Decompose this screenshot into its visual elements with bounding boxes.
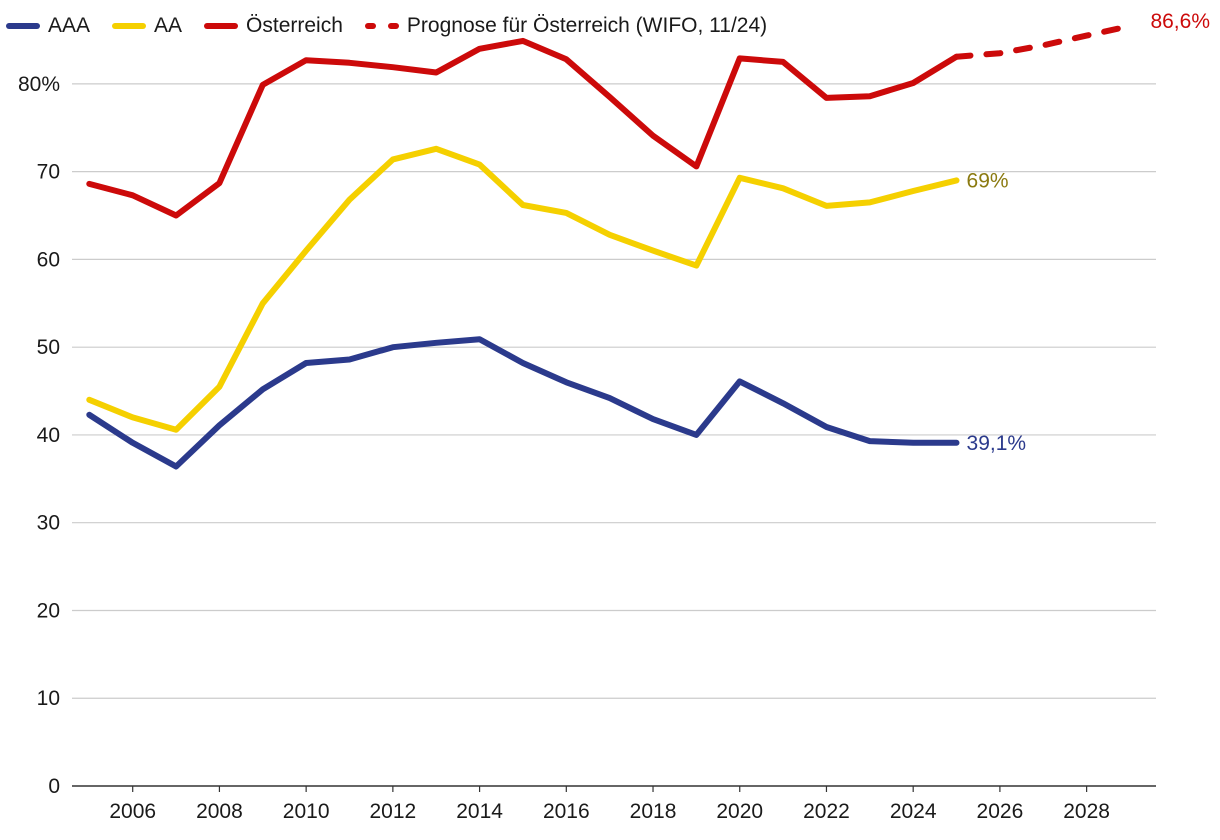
legend: AAA AA Österreich Prognose für Österreic… [6,14,789,38]
x-tick-label-2014: 2014 [456,800,503,823]
series-line-aa [86,145,960,433]
x-tick-label-2010: 2010 [283,800,330,823]
x-tick-label-2028: 2028 [1063,800,1110,823]
series-line-at [86,37,960,219]
x-tick-label-2016: 2016 [543,800,590,823]
x-tick-label-2024: 2024 [890,800,937,823]
y-tick-label-30: 30 [37,512,60,535]
axes: 0 10 20 30 40 50 60 70 80% 2006 2008 2010 2012 2014 20… [18,73,1156,823]
end-label-forecast: 86,6% [1150,10,1210,33]
y-tick-label-20: 20 [37,599,60,622]
y-tick-label-60: 60 [37,248,60,271]
y-tick-label-10: 10 [37,687,60,710]
legend-swatch-forecast [364,23,399,29]
y-tick-label-50: 50 [37,336,60,359]
x-tick-label-2012: 2012 [370,800,417,823]
legend-item-forecast: Prognose für Österreich (WIFO, 11/24) [364,14,768,38]
gridlines [72,83,1156,699]
x-tick-label-2020: 2020 [716,800,763,823]
x-tick-label-2008: 2008 [196,800,243,823]
legend-label-forecast: Prognose für Österreich (WIFO, 11/24) [406,14,768,37]
end-label-aa: 69% [967,169,1009,192]
series-line-forecast [953,23,1133,60]
legend-label-austria: Österreich [246,14,343,37]
x-tick-label-2006: 2006 [109,800,156,823]
y-tick-label-70: 70 [37,161,60,184]
y-tick-label-40: 40 [37,424,60,447]
legend-label-aaa: AAA [48,14,91,37]
x-tick-label-2022: 2022 [803,800,850,823]
legend-swatch-austria [204,23,239,29]
legend-swatch-aa [112,23,147,29]
legend-item-austria: Österreich [204,14,343,38]
legend-swatch-aaa [6,23,40,29]
y-tick-label-80: 80% [18,73,60,96]
legend-item-aa: AA [112,14,182,38]
x-tick-label-2018: 2018 [630,800,677,823]
legend-item-aaa: AAA [6,14,90,38]
legend-label-aa: AA [154,14,183,37]
end-label-aaa: 39,1% [967,432,1027,455]
series-line-aaa [86,336,960,470]
x-tick-label-2026: 2026 [977,800,1024,823]
y-tick-label-0: 0 [48,775,60,798]
series-lines [86,23,1133,470]
data-labels: 39,1% 69% 86,6% [967,10,1210,455]
